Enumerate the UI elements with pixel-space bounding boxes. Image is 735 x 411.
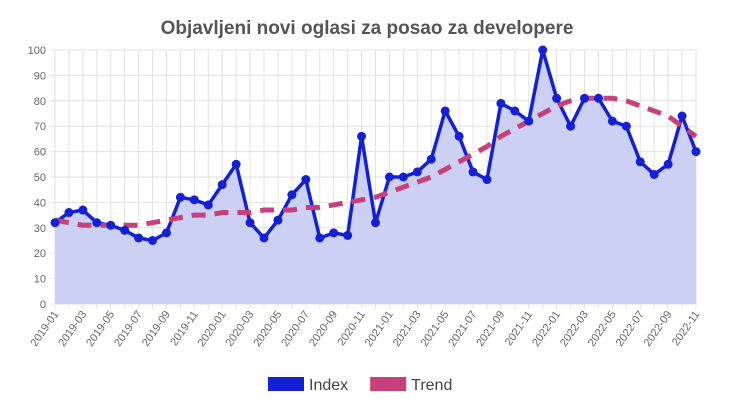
index-point — [273, 215, 283, 225]
index-point — [357, 131, 367, 141]
legend-label-index[interactable]: Index — [309, 377, 348, 394]
x-tick-label: 2022-09 — [642, 309, 675, 349]
index-point — [496, 98, 506, 108]
index-point — [315, 233, 325, 243]
index-point — [301, 175, 311, 185]
y-tick-label: 80 — [34, 96, 46, 108]
index-point — [510, 106, 520, 116]
legend-swatch-trend[interactable] — [370, 377, 407, 391]
x-tick-label: 2022-11 — [670, 309, 703, 348]
index-point — [621, 121, 631, 131]
index-point — [440, 106, 450, 116]
x-axis: 2019-012019-032019-052019-072019-092019-… — [28, 309, 702, 349]
y-axis: 0 10 20 30 40 50 60 70 80 90 100 — [28, 45, 46, 311]
trend-line — [54, 95, 698, 228]
index-point — [371, 218, 380, 228]
y-tick-label: 70 — [34, 121, 46, 133]
index-point — [566, 121, 576, 131]
index-point — [92, 218, 102, 228]
index-point — [161, 228, 171, 238]
x-tick-label: 2021-09 — [474, 309, 507, 349]
index-point — [120, 225, 130, 235]
y-tick-label: 90 — [34, 70, 46, 82]
index-point — [454, 131, 464, 141]
index-point — [468, 167, 478, 177]
index-point — [203, 200, 213, 210]
index-point — [426, 154, 436, 164]
legend[interactable]: Index Trend — [268, 377, 452, 394]
index-point — [78, 205, 88, 215]
y-tick-label: 0 — [40, 299, 46, 311]
y-tick-label: 60 — [34, 147, 46, 159]
index-point — [106, 220, 116, 230]
index-point — [189, 195, 199, 205]
y-tick-label: 30 — [34, 223, 46, 235]
index-point — [538, 45, 548, 55]
legend-label-trend[interactable]: Trend — [411, 377, 452, 394]
index-point — [231, 159, 241, 169]
y-tick-label: 20 — [34, 248, 46, 260]
index-point — [691, 147, 701, 157]
x-tick-label: 2019-09 — [140, 309, 173, 349]
y-tick-label: 50 — [34, 172, 46, 184]
index-point — [412, 167, 422, 177]
index-point — [175, 192, 185, 202]
y-tick-label: 10 — [34, 274, 46, 286]
index-point — [50, 218, 60, 228]
index-point — [398, 172, 408, 182]
index-point — [287, 190, 297, 200]
index-point — [663, 159, 673, 169]
index-point — [329, 228, 339, 238]
index-point — [580, 93, 590, 103]
area-layer — [55, 50, 696, 304]
index-point — [134, 233, 144, 243]
index-point — [343, 230, 353, 240]
index-point — [524, 116, 534, 126]
index-point — [677, 111, 687, 121]
index-point — [607, 116, 617, 126]
index-point — [217, 180, 227, 190]
y-tick-label: 100 — [28, 45, 46, 57]
index-point — [593, 93, 603, 103]
y-tick-label: 40 — [34, 197, 46, 209]
chart-title: Objavljeni novi oglasi za posao za devel… — [161, 18, 574, 39]
index-area — [55, 50, 696, 304]
index-point — [649, 169, 659, 179]
index-point — [259, 233, 269, 243]
index-point — [148, 236, 158, 245]
point-layer — [50, 45, 701, 245]
legend-swatch-index[interactable] — [268, 377, 304, 391]
index-point — [384, 172, 394, 182]
x-tick-label: 2020-09 — [307, 309, 340, 349]
index-point — [552, 93, 562, 103]
index-point — [482, 175, 492, 185]
index-point — [64, 208, 74, 218]
index-point — [635, 157, 645, 167]
index-point — [245, 218, 255, 228]
